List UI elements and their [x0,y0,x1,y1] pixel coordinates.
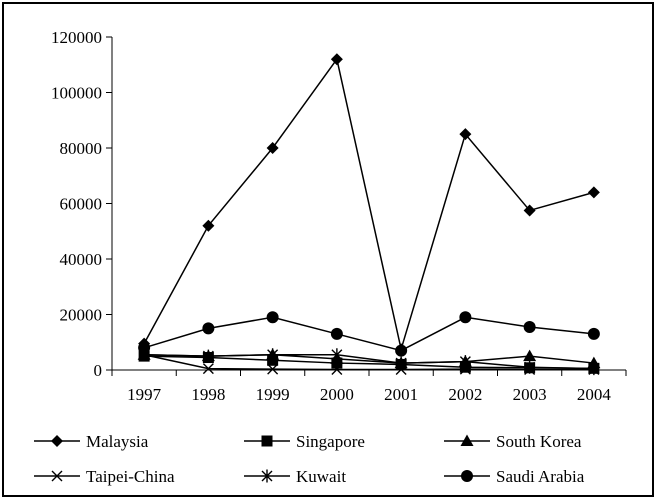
data-point [459,128,472,141]
x-tick-label: 1999 [256,385,290,404]
data-point [588,362,600,376]
data-point [587,186,600,199]
data-point [523,349,537,362]
chart-frame: 0 20000 40000 60000 80000 100000 120000 1997 199… [2,2,654,497]
data-point [395,344,408,357]
legend-label: Saudi Arabia [496,467,585,486]
data-point [202,322,215,335]
y-tick-label: 100000 [51,84,102,103]
legend-entry: Singapore [244,432,365,451]
legend-entry: Saudi Arabia [444,467,585,486]
legend-entry: Taipei-China [34,467,175,486]
x-tick-label: 1997 [127,385,162,404]
axes: 0 20000 40000 60000 80000 100000 120000 1997 199… [51,28,627,404]
data-point [330,327,343,340]
data-point [330,53,343,66]
data-point [523,320,536,333]
y-tick-label: 0 [94,361,103,380]
legend-entry: Malaysia [34,432,149,451]
data-point [266,142,279,154]
legend-marker [261,435,273,447]
data-point [331,348,343,362]
series-line-saudi-arabia [143,316,594,352]
legend-label: Taipei-China [86,467,175,486]
data-point [524,360,536,374]
data-point [267,348,279,362]
legend-label: Malaysia [86,432,149,451]
data-point [395,356,407,370]
y-tick-label: 40000 [60,250,103,269]
legend-marker [460,434,474,446]
data-point [202,219,215,232]
legend-marker [461,470,473,482]
data-point [138,341,151,354]
data-point [523,204,536,217]
data-point [459,311,472,324]
data-point [202,363,214,375]
legend-marker [51,470,63,482]
series-line-kuwait [144,353,594,370]
legend-label: South Korea [496,432,582,451]
x-tick-label: 2003 [513,385,547,404]
series-line-singapore [144,355,594,370]
legend-marker [261,469,273,483]
data-point [331,363,343,375]
x-tick-label: 1998 [191,385,225,404]
data-point [202,349,214,363]
data-point [266,311,279,324]
y-tick-label: 60000 [60,195,103,214]
series-markers [137,53,601,376]
x-tick-label: 2002 [448,385,482,404]
legend-entry: South Korea [444,432,582,451]
x-tick-label: 2000 [320,385,354,404]
legend-label: Kuwait [296,467,346,486]
legend-label: Singapore [296,432,365,451]
x-tick-label: 2001 [384,385,418,404]
legend-marker [51,435,63,447]
legend-entry: Kuwait [244,467,346,486]
line-chart: 0 20000 40000 60000 80000 100000 120000 1997 199… [34,28,627,486]
data-point [459,355,471,369]
data-point [267,363,279,375]
y-tick-label: 20000 [60,306,103,325]
series-lines [143,57,595,371]
series-line-taipei-china [143,354,594,371]
y-tick-label: 80000 [60,139,103,158]
x-tick-label: 2004 [577,385,612,404]
y-tick-label: 120000 [51,28,102,47]
series-line-malaysia [143,57,595,353]
legend: Malaysia Singapore South Korea Taipei-China… [34,432,585,486]
data-point [587,327,600,340]
